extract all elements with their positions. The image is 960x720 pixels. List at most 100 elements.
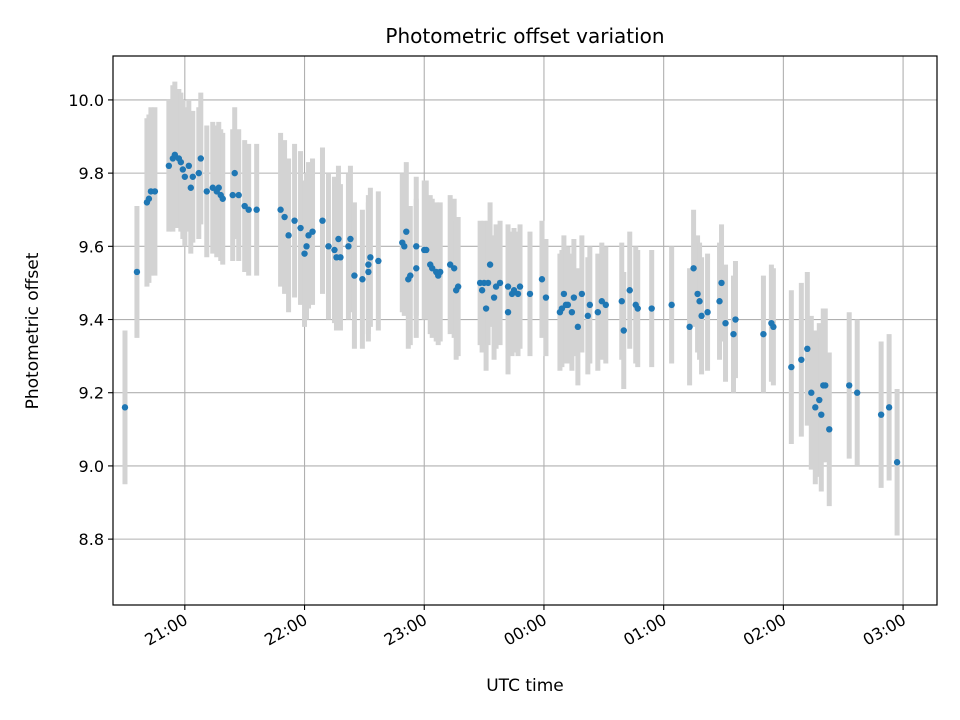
- data-point: [484, 279, 492, 287]
- data-point: [413, 243, 420, 250]
- axes-frame: [112, 55, 938, 606]
- y-axis-ticks: 8.8 9.0 9.2 9.4 9.6 9.8 10.0: [68, 91, 113, 549]
- y-tick-label: 9.6: [79, 237, 104, 256]
- data-point: [365, 268, 372, 276]
- data-point: [337, 254, 344, 261]
- data-point: [187, 184, 195, 191]
- data-point: [648, 305, 655, 312]
- data-point: [504, 283, 512, 290]
- data-point: [804, 345, 811, 352]
- data-point: [454, 283, 462, 290]
- data-point: [359, 276, 366, 283]
- data-point: [181, 173, 189, 180]
- data-point: [347, 235, 354, 243]
- data-point: [189, 173, 197, 180]
- data-point: [309, 228, 316, 235]
- data-point: [335, 235, 342, 243]
- data-point: [367, 254, 374, 261]
- data-point: [185, 162, 193, 169]
- y-tick-label: 9.2: [79, 384, 104, 403]
- data-point: [538, 276, 546, 283]
- y-tick-label: 10.0: [68, 91, 104, 110]
- data-point: [626, 287, 633, 294]
- data-point: [574, 323, 582, 331]
- data-point: [526, 290, 534, 298]
- data-point: [704, 309, 711, 316]
- data-point: [413, 265, 420, 272]
- data-point: [893, 459, 901, 466]
- data-point: [694, 290, 701, 298]
- data-point: [822, 382, 829, 389]
- data-point: [816, 396, 823, 404]
- data-point: [245, 206, 252, 213]
- data-point: [570, 294, 578, 301]
- data-point: [618, 298, 625, 305]
- data-point: [586, 301, 594, 309]
- data-point: [516, 283, 524, 290]
- data-point: [620, 327, 627, 334]
- data-point: [730, 330, 737, 338]
- data-point: [634, 305, 641, 312]
- data-point: [560, 290, 568, 298]
- data-point: [203, 188, 210, 195]
- data-point: [325, 243, 332, 250]
- data-point: [253, 206, 260, 213]
- data-point: [197, 155, 204, 162]
- data-points: [121, 151, 901, 466]
- data-point: [297, 224, 304, 232]
- data-point: [351, 272, 358, 279]
- data-point: [375, 257, 382, 265]
- data-point: [732, 316, 739, 323]
- data-point: [121, 404, 129, 411]
- data-point: [770, 323, 777, 331]
- data-point: [229, 191, 236, 199]
- data-point: [179, 166, 187, 173]
- data-point: [478, 287, 486, 294]
- data-point: [303, 243, 310, 250]
- data-point: [514, 290, 522, 298]
- data-point: [885, 404, 893, 411]
- data-point: [231, 169, 238, 177]
- data-point: [853, 389, 861, 396]
- data-point: [407, 272, 414, 279]
- y-axis-label: Photometric offset: [23, 252, 43, 409]
- data-point: [496, 279, 504, 287]
- data-point: [602, 301, 610, 309]
- data-point: [668, 301, 675, 309]
- data-point: [718, 279, 725, 287]
- data-point: [145, 195, 153, 202]
- data-point: [722, 319, 729, 327]
- data-point: [281, 213, 288, 221]
- data-point: [165, 162, 173, 169]
- data-point: [568, 309, 576, 316]
- data-point: [345, 243, 352, 250]
- data-point: [798, 356, 805, 363]
- y-tick-label: 8.8: [79, 530, 104, 549]
- data-point: [331, 246, 338, 254]
- data-point: [401, 243, 408, 250]
- data-point: [423, 246, 430, 254]
- chart-title: Photometric offset variation: [385, 24, 664, 48]
- data-point: [235, 191, 242, 199]
- data-point: [482, 305, 490, 312]
- x-axis-label: UTC time: [486, 676, 564, 696]
- data-point: [450, 265, 458, 272]
- data-point: [486, 261, 494, 268]
- data-point: [177, 158, 185, 166]
- data-point: [319, 217, 326, 224]
- data-point: [195, 169, 202, 177]
- data-point: [686, 323, 693, 331]
- data-point: [818, 411, 825, 418]
- data-point: [594, 309, 602, 316]
- data-point: [151, 188, 159, 195]
- data-point: [133, 268, 141, 276]
- y-tick-label: 9.4: [79, 311, 104, 330]
- data-point: [760, 330, 767, 338]
- data-point: [584, 312, 592, 320]
- data-point: [403, 228, 410, 235]
- data-point: [690, 265, 697, 272]
- data-point: [504, 309, 512, 316]
- data-point: [716, 298, 723, 305]
- y-tick-label: 9.0: [79, 457, 104, 476]
